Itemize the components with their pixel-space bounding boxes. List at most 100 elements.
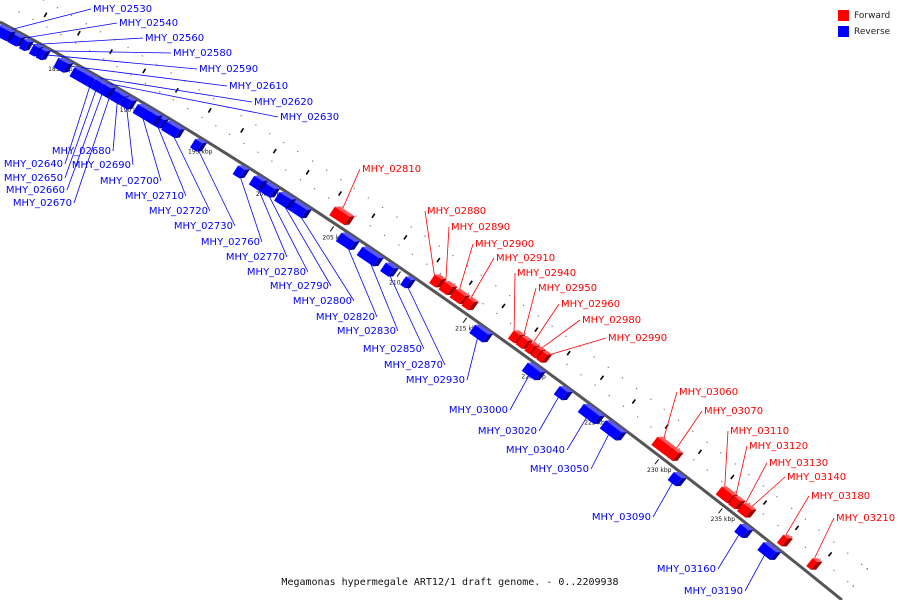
leader-line <box>733 445 748 503</box>
gene-mhy-02760 <box>232 165 250 179</box>
gene-mhy-02830 <box>356 246 384 267</box>
gene-mhy-02850 <box>380 262 400 277</box>
gene-label: MHY_02980 <box>582 315 641 326</box>
gene-label: MHY_02540 <box>119 18 178 29</box>
leader-line <box>717 530 742 570</box>
leader-line <box>782 495 810 541</box>
leader-line <box>255 182 288 258</box>
leader-line <box>155 120 187 197</box>
gene-label: MHY_03060 <box>679 387 738 398</box>
leader-line <box>744 550 768 592</box>
minor-mark <box>436 257 441 263</box>
leader-line <box>140 112 162 182</box>
leader-line <box>195 145 236 227</box>
leader-line <box>64 86 98 179</box>
leader-line <box>671 410 703 455</box>
gene-label: MHY_02890 <box>451 222 510 233</box>
leader-line <box>661 391 678 447</box>
leader-line <box>265 188 309 273</box>
minor-mark <box>142 68 147 74</box>
minor-mark <box>337 190 343 196</box>
gene-mhy-02590 <box>35 47 51 61</box>
minor-mark <box>43 12 48 18</box>
leader-line <box>541 337 607 358</box>
gene-label: MHY_03050 <box>530 464 589 475</box>
leader-line <box>513 272 516 337</box>
leader-line <box>279 198 332 287</box>
leader-line <box>13 22 118 41</box>
gene-mhy-02890 <box>438 280 458 296</box>
leader-line <box>566 413 590 451</box>
gene-mhy-03050 <box>599 420 627 441</box>
gene-label: MHY_02940 <box>517 268 576 279</box>
gene-mhy-03160 <box>734 523 754 538</box>
gene-feature-unlabeled <box>252 177 268 190</box>
minor-mark <box>207 107 212 113</box>
leader-line <box>811 517 835 565</box>
leader-line <box>112 98 118 152</box>
gene-label: MHY_03160 <box>657 564 716 575</box>
gene-label: MHY_03190 <box>684 586 743 597</box>
gene-label: MHY_02880 <box>427 206 486 217</box>
gene-mhy-02720 <box>161 120 185 139</box>
gene-label: MHY_03000 <box>449 405 508 416</box>
minor-mark <box>794 525 800 531</box>
leader-line <box>0 8 92 33</box>
gene-label: MHY_02630 <box>280 112 339 123</box>
leader-line <box>238 171 263 243</box>
gene-mhy-02930 <box>469 324 494 343</box>
map-caption: Megamonas hypermegale ART12/1 draft geno… <box>281 577 619 588</box>
gene-label: MHY_02990 <box>608 333 667 344</box>
legend-forward-label: Forward <box>854 10 891 21</box>
gene-label: MHY_02680 <box>52 146 111 157</box>
gene-label: MHY_02670 <box>13 198 72 209</box>
scale-tick-6 <box>396 271 401 277</box>
leader-line <box>723 430 729 495</box>
leader-line <box>76 73 253 103</box>
legend: Forward Reverse <box>838 8 898 40</box>
leader-line <box>745 476 786 513</box>
gene-label: MHY_03090 <box>592 512 651 523</box>
leader-line <box>367 256 399 332</box>
gene-label: MHY_02610 <box>229 81 288 92</box>
leader-line <box>344 241 378 318</box>
gene-mhy-03180 <box>776 534 793 547</box>
leader-line <box>742 462 768 510</box>
leader-line <box>456 243 474 297</box>
leader-line <box>509 371 532 411</box>
scale-tick-label: 230 kbp <box>647 467 672 474</box>
leader-line <box>83 78 279 118</box>
gene-label: MHY_02820 <box>316 312 375 323</box>
gene-label: MHY_02660 <box>6 185 65 196</box>
legend-reverse-label: Reverse <box>854 26 891 37</box>
gene-label: MHY_02960 <box>561 299 620 310</box>
gene-mhy-02910 <box>461 297 479 311</box>
leader-line <box>33 50 172 54</box>
gene-label: MHY_02770 <box>226 252 285 263</box>
gene-mhy-02560 <box>18 38 34 51</box>
minor-mark <box>599 375 605 381</box>
scale-tick-10 <box>654 458 660 465</box>
gene-label: MHY_03140 <box>787 472 846 483</box>
gene-feature-unlabeled <box>56 59 74 73</box>
gene-feature-unlabeled <box>142 109 163 125</box>
gene-label: MHY_02900 <box>475 239 534 250</box>
scale-tick-label: 190 kbp <box>120 107 145 114</box>
gene-labels: MHY_02530 MHY_02540 MHY_02560 MHY_02580 MHY_… <box>4 4 895 597</box>
minor-mark <box>566 350 571 356</box>
gene-label: MHY_03180 <box>811 491 870 502</box>
scale-tick-7 <box>462 317 468 323</box>
gene-feature-unlabeled <box>100 84 117 98</box>
gene-mhy-03190 <box>757 542 782 560</box>
leader-line <box>590 430 612 470</box>
gene-features <box>0 24 823 570</box>
label-leaders <box>0 8 835 592</box>
leader-line <box>40 54 198 70</box>
minor-mark <box>827 551 833 557</box>
gene-label: MHY_02530 <box>93 4 152 15</box>
gene-mhy-02880 <box>429 274 447 288</box>
gene-label: MHY_03130 <box>769 458 828 469</box>
leader-line <box>386 269 425 350</box>
gene-label: MHY_02780 <box>247 267 306 278</box>
